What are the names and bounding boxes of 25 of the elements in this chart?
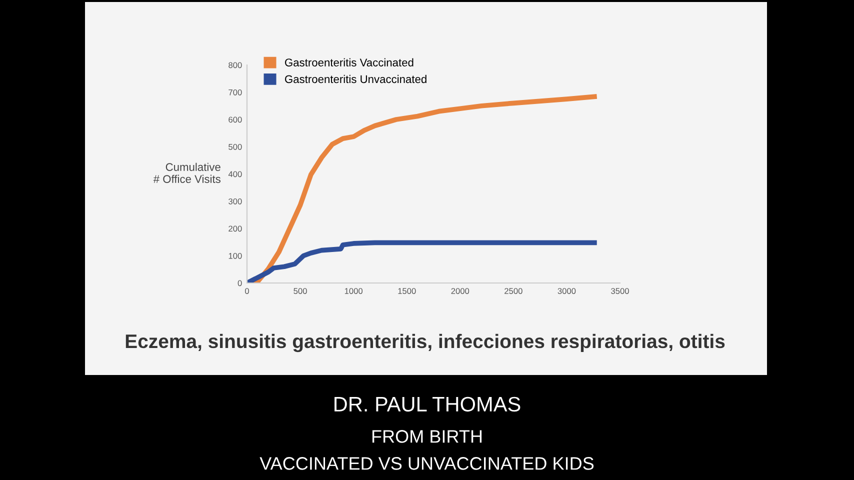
legend-label: Gastroenteritis Unvaccinated [285,74,426,84]
legend-label: Gastroenteritis Vaccinated [285,58,414,66]
y-axis-title: Cumulative # Office Visits [153,162,220,183]
y-tick-label: 500 [228,144,242,150]
x-tick-label: 2000 [451,288,470,294]
y-tick-label: 600 [228,116,242,123]
x-tick-label: 1500 [398,288,416,294]
y-tick-label: 400 [228,171,242,178]
x-tick-label: 1000 [344,288,363,294]
y-tick-label: 300 [228,198,242,204]
line-series [247,240,597,283]
text: FROM BIRTH [372,430,482,443]
x-tick-label: 3500 [611,288,629,294]
text: Eczema, sinusitis gastroenteritis, infecciones respiratorias, otitis [126,334,725,352]
x-tick-label: 2500 [504,288,522,294]
y-tick-label: 0 [238,280,242,286]
y-tick-label: 800 [228,62,242,68]
x-tick-label: 500 [294,288,307,294]
text: VACCINATED VS UNVACCINATED KIDS [260,457,594,470]
text: DR. PAUL THOMAS [334,396,520,412]
y-tick-label: 100 [228,252,242,259]
y-tick-label: 200 [228,226,242,232]
x-tick-label: 3000 [558,288,576,294]
x-tick-label: 0 [245,288,249,294]
y-tick-label: 700 [228,89,242,96]
